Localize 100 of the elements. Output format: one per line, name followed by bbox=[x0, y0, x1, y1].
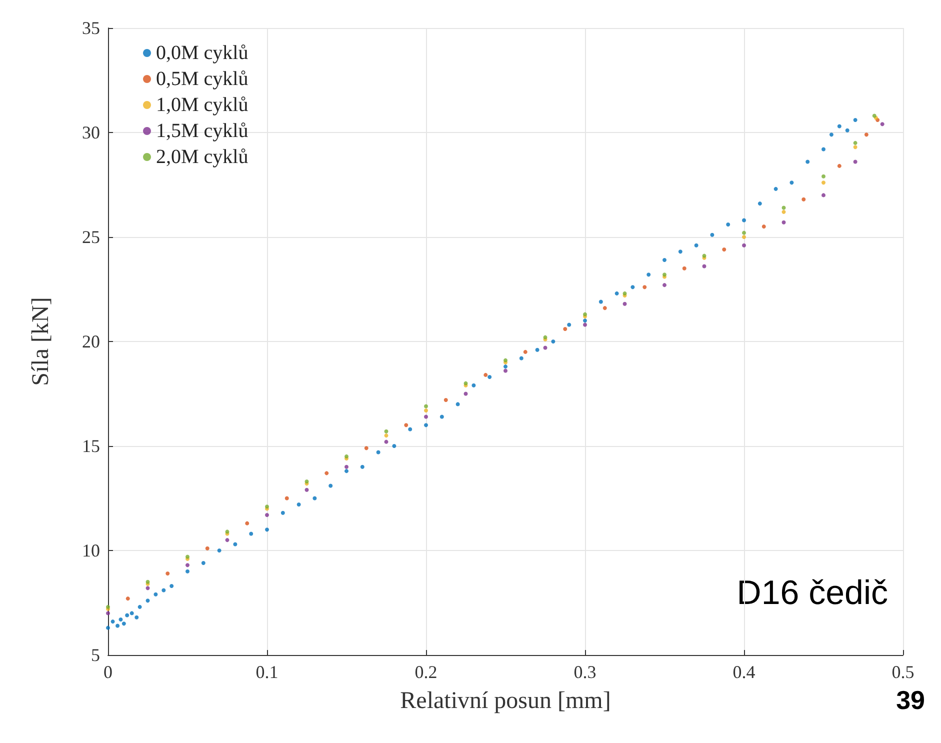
point bbox=[125, 613, 130, 618]
point bbox=[384, 434, 388, 438]
point bbox=[504, 368, 508, 373]
point bbox=[296, 502, 301, 507]
point bbox=[782, 206, 786, 210]
point bbox=[110, 620, 115, 624]
point bbox=[758, 202, 762, 206]
x-tick-label: 0.3 bbox=[574, 662, 596, 682]
x-axis-title: Relativní posun [mm] bbox=[400, 688, 611, 714]
point bbox=[880, 122, 884, 126]
legend-label: 2,0M cyklů bbox=[156, 146, 248, 168]
point bbox=[742, 218, 746, 222]
point bbox=[488, 375, 492, 380]
point bbox=[126, 596, 130, 601]
point bbox=[472, 383, 476, 388]
point bbox=[217, 548, 222, 552]
point bbox=[742, 230, 746, 235]
point bbox=[864, 132, 868, 137]
x-tick-label: 0.5 bbox=[892, 662, 914, 682]
y-tick-label: 35 bbox=[82, 18, 100, 38]
point bbox=[384, 429, 388, 434]
point bbox=[162, 588, 166, 592]
x-tick-label: 0.4 bbox=[732, 662, 756, 682]
point bbox=[646, 272, 651, 277]
point bbox=[822, 174, 826, 178]
point bbox=[106, 626, 110, 630]
point bbox=[440, 414, 444, 419]
y-tick-label: 30 bbox=[82, 122, 100, 142]
point bbox=[170, 584, 174, 588]
point bbox=[166, 571, 170, 576]
point bbox=[106, 611, 110, 616]
x-tick-label: 0.2 bbox=[414, 662, 438, 682]
point bbox=[523, 350, 528, 354]
point bbox=[138, 604, 142, 609]
point bbox=[424, 408, 428, 412]
y-tick-label: 10 bbox=[82, 540, 100, 560]
point bbox=[682, 266, 686, 270]
point bbox=[853, 160, 858, 164]
y-tick-label: 15 bbox=[82, 436, 100, 456]
point bbox=[364, 446, 368, 450]
point bbox=[344, 454, 348, 458]
point bbox=[742, 243, 746, 248]
point bbox=[424, 423, 428, 428]
point bbox=[563, 326, 568, 331]
annotation: D16 čedič bbox=[736, 574, 888, 612]
point bbox=[829, 132, 834, 137]
point bbox=[146, 586, 150, 590]
point bbox=[186, 563, 190, 568]
point bbox=[324, 471, 329, 476]
x-tick-label: 0 bbox=[104, 662, 112, 682]
point bbox=[845, 128, 850, 132]
point bbox=[662, 283, 666, 288]
point bbox=[312, 496, 317, 500]
point bbox=[280, 510, 285, 515]
point bbox=[225, 538, 230, 542]
point bbox=[360, 464, 364, 469]
point bbox=[456, 402, 460, 406]
point bbox=[328, 484, 333, 488]
point bbox=[702, 264, 706, 268]
point bbox=[822, 193, 826, 198]
point bbox=[543, 346, 548, 350]
point bbox=[622, 291, 627, 296]
point bbox=[822, 147, 826, 152]
point bbox=[694, 243, 698, 248]
point bbox=[774, 186, 778, 191]
point bbox=[201, 561, 206, 566]
point bbox=[822, 180, 826, 185]
point bbox=[642, 285, 647, 290]
point bbox=[837, 124, 842, 128]
point bbox=[249, 532, 254, 536]
point bbox=[535, 348, 540, 352]
point bbox=[284, 496, 289, 500]
y-tick-label: 25 bbox=[82, 227, 100, 247]
point bbox=[567, 322, 572, 327]
point bbox=[233, 542, 238, 546]
point bbox=[186, 569, 190, 574]
point bbox=[118, 617, 123, 622]
point bbox=[376, 450, 380, 454]
point bbox=[583, 318, 587, 323]
legend-label: 1,0M cyklů bbox=[156, 94, 248, 116]
legend-label: 1,5M cyklů bbox=[156, 120, 248, 142]
x-tick-label: 0.1 bbox=[256, 662, 278, 682]
point bbox=[134, 615, 139, 620]
point bbox=[424, 404, 428, 408]
point bbox=[484, 372, 488, 377]
point bbox=[344, 469, 348, 474]
point bbox=[762, 224, 766, 229]
point bbox=[782, 210, 786, 214]
point bbox=[464, 392, 468, 396]
point bbox=[662, 258, 666, 262]
point bbox=[384, 440, 388, 444]
point bbox=[853, 118, 858, 122]
point bbox=[519, 356, 524, 360]
point bbox=[853, 145, 858, 150]
point bbox=[583, 322, 587, 327]
y-tick-label: 20 bbox=[82, 332, 100, 352]
point bbox=[404, 423, 408, 428]
point bbox=[622, 302, 627, 306]
point bbox=[598, 300, 603, 304]
point bbox=[806, 160, 810, 164]
